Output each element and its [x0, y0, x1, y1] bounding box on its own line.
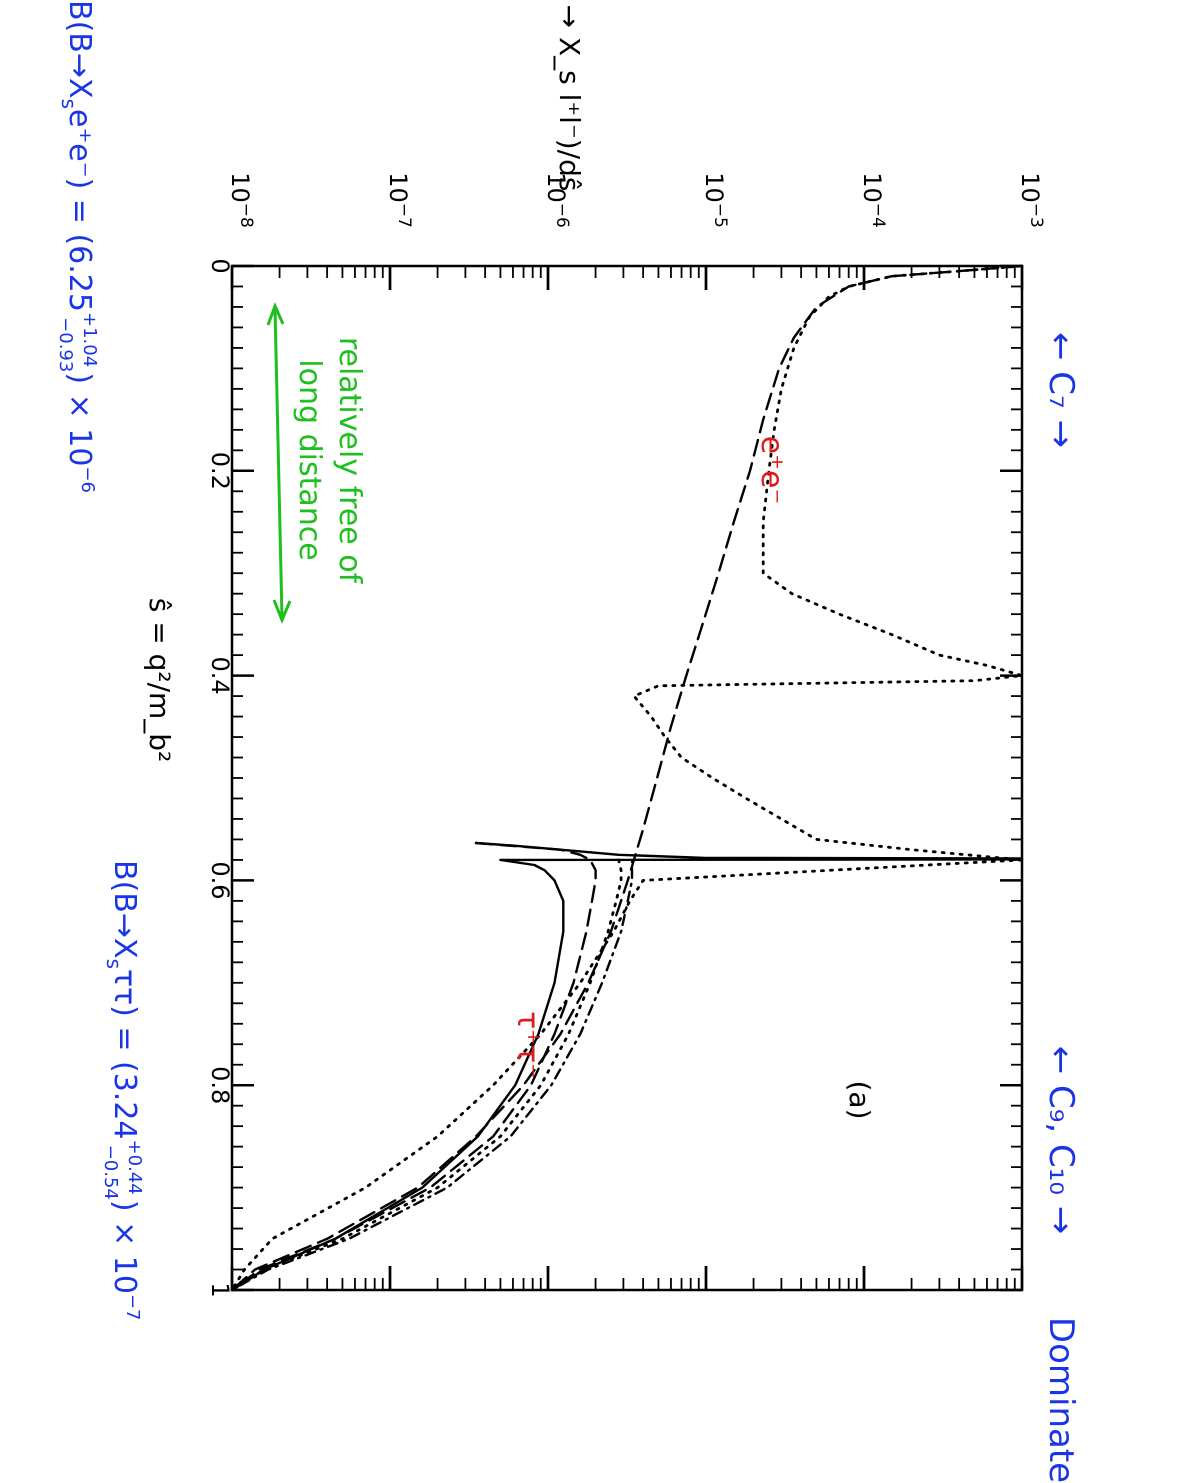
series-line	[230, 841, 1024, 1292]
tautau-curve-label: τ⁺τ⁻	[510, 1011, 545, 1079]
x-tick-label: 0.8	[206, 1066, 234, 1104]
y-tick-label: 10−3	[1016, 172, 1046, 228]
y-tick-label: 10−4	[858, 172, 888, 228]
x-tick-label: 0.2	[206, 452, 234, 490]
ee-curve-label: e⁺e⁻	[754, 436, 789, 505]
green-double-arrow	[266, 302, 292, 624]
y-axis-title: dB(B → X_s l⁺l⁻)/dŝ	[553, 0, 586, 191]
x-tick-label: 0	[206, 258, 234, 273]
y-tick-label: 10−6	[542, 172, 572, 228]
x-tick-labels: 0 0.2 0.4 0.6 0.8 1	[206, 258, 234, 1297]
y-tick-label: 10−7	[384, 172, 414, 228]
data-curves	[230, 264, 1024, 1292]
x-axis-title: ŝ = q²/m_b²	[143, 598, 176, 763]
axis-ticks	[230, 264, 1024, 1292]
x-tick-label: 1	[206, 1282, 234, 1297]
y-tick-label: 10−8	[226, 172, 256, 228]
c7-region-label: ← C₇ →	[1041, 332, 1081, 448]
series-line	[230, 841, 597, 1292]
series-line	[230, 858, 634, 1292]
series-line	[230, 858, 623, 1292]
y-tick-labels: 10−8 10−7 10−6 10−5 10−4 10−3	[226, 172, 1046, 228]
y-tick-label: 10−5	[700, 172, 730, 228]
series-line	[230, 264, 1024, 1292]
x-tick-label: 0.4	[206, 657, 234, 695]
green-note-line1: relatively free of	[332, 337, 367, 585]
dominate-label: Dominate	[1041, 1317, 1081, 1483]
panel-label: (a)	[843, 1080, 876, 1119]
green-note-line2: long distance	[292, 359, 327, 560]
branching-tautau-text: B(B→Xsττ) = (3.24+0.44−0.54) × 10−7	[100, 860, 145, 1321]
x-tick-label: 0.6	[206, 861, 234, 899]
c9c10-region-label: ← C₉, C₁₀ →	[1041, 1046, 1081, 1235]
branching-ee-text: B(B→Xse⁺e⁻) = (6.25+1.04−0.93) × 10−6	[55, 0, 100, 493]
